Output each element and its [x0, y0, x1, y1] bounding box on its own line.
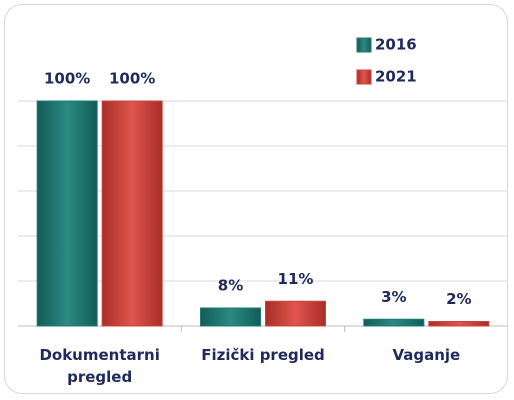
bar [428, 321, 490, 327]
value-label: 100% [44, 70, 90, 88]
value-label: 11% [278, 270, 314, 288]
legend-label: 2021 [375, 68, 417, 86]
value-label: 2% [446, 290, 471, 308]
legend-swatch [356, 69, 372, 85]
x-tick-label: Dokumentarni pregled [39, 346, 160, 386]
value-label: 3% [381, 288, 406, 306]
card-frame [4, 4, 508, 394]
legend-label: 2016 [375, 36, 417, 54]
bar [101, 100, 163, 327]
value-label: 100% [109, 70, 155, 88]
bar [200, 307, 261, 327]
bar [363, 318, 425, 327]
x-tick-label: Vaganje [392, 346, 461, 364]
bar [36, 100, 98, 327]
legend-swatch [356, 37, 372, 53]
x-tick-label: Fizički pregled [201, 346, 325, 364]
value-label: 8% [218, 277, 243, 295]
bar [265, 300, 326, 327]
